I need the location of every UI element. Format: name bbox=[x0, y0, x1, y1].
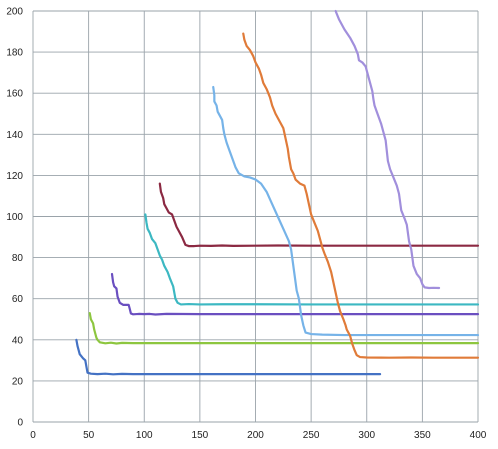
y-tick-label: 40 bbox=[12, 335, 24, 346]
series-line-1 bbox=[75, 338, 382, 376]
y-tick-label: 180 bbox=[6, 48, 23, 59]
series-line-8 bbox=[334, 9, 441, 290]
y-tick-label: 0 bbox=[17, 418, 23, 429]
y-tick-label: 160 bbox=[6, 89, 23, 100]
x-tick-label: 100 bbox=[136, 430, 153, 441]
x-tick-label: 200 bbox=[247, 430, 264, 441]
y-tick-label: 120 bbox=[6, 171, 23, 182]
y-tick-label: 100 bbox=[6, 212, 23, 223]
y-tick-label: 20 bbox=[12, 376, 24, 387]
x-tick-label: 0 bbox=[30, 430, 36, 441]
series-line-7 bbox=[242, 32, 480, 359]
series-line-5 bbox=[158, 182, 480, 248]
gridlines bbox=[32, 10, 479, 423]
x-tick-label: 50 bbox=[83, 430, 95, 441]
series-line-2 bbox=[88, 311, 480, 345]
series-line-3 bbox=[110, 272, 480, 316]
y-tick-label: 80 bbox=[12, 253, 24, 264]
series-line-4 bbox=[144, 213, 480, 306]
y-tick-label: 60 bbox=[12, 294, 24, 305]
x-tick-label: 250 bbox=[303, 430, 320, 441]
y-tick-label: 200 bbox=[6, 7, 23, 18]
x-tick-label: 400 bbox=[470, 430, 487, 441]
x-axis-tick-labels: 0 50 100 150 200 250 300 350 400 bbox=[30, 430, 487, 441]
series-line-6 bbox=[212, 85, 480, 337]
y-axis-tick-labels: 0 20 40 60 80 100 120 140 160 180 200 bbox=[6, 7, 23, 429]
x-tick-label: 350 bbox=[414, 430, 431, 441]
x-tick-label: 150 bbox=[192, 430, 209, 441]
y-tick-label: 140 bbox=[6, 130, 23, 141]
x-tick-label: 300 bbox=[358, 430, 375, 441]
series-lines bbox=[75, 9, 480, 376]
